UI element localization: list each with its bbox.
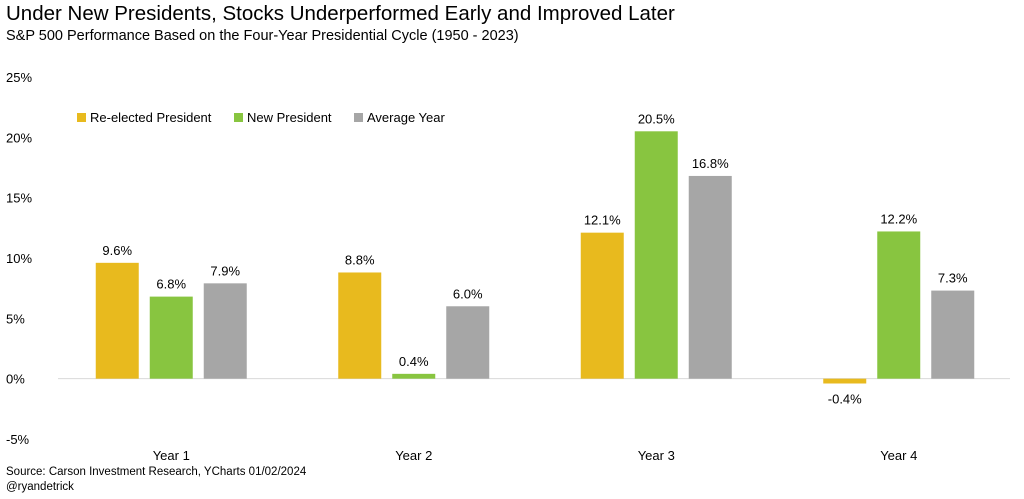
legend-label: Re-elected President [90,110,212,125]
x-tick-label: Year 1 [153,448,190,463]
bar-average-year [688,175,732,379]
y-tick-label: -5% [6,432,30,447]
data-label: 16.8% [692,156,729,171]
y-tick-label: 5% [6,311,25,326]
bar-new-president [634,131,678,379]
chart-title: Under New Presidents, Stocks Underperfor… [6,2,675,25]
legend-swatch [354,113,363,122]
legend-swatch [77,113,86,122]
legend-swatch [234,113,243,122]
data-label: 6.0% [453,286,483,301]
y-tick-label: 10% [6,251,32,266]
data-label: 12.2% [880,211,917,226]
author-handle: @ryandetrick [6,481,74,493]
data-label: 6.8% [156,277,186,292]
bar-average-year [931,290,975,379]
chart-subtitle: S&P 500 Performance Based on the Four-Ye… [6,28,519,44]
data-label: 8.8% [345,252,375,267]
y-tick-label: 15% [6,191,32,206]
x-tick-label: Year 2 [395,448,432,463]
x-tick-label: Year 4 [880,448,917,463]
data-label: 0.4% [399,354,429,369]
data-label: 12.1% [584,213,621,228]
data-label: 7.3% [938,271,968,286]
y-tick-label: 0% [6,372,25,387]
y-tick-label: 25% [6,70,32,85]
x-tick-label: Year 3 [638,448,675,463]
bar-average-year [446,306,490,379]
data-label: 7.9% [210,263,240,278]
bar-new-president [149,296,193,379]
data-label: 20.5% [638,111,675,126]
bar-average-year [203,283,247,379]
bar-re-elected-president [580,232,624,379]
bar-re-elected-president [823,378,867,384]
source-note: Source: Carson Investment Research, YCha… [6,466,307,478]
y-tick-label: 20% [6,130,32,145]
bar-re-elected-president [95,262,139,379]
legend-label: Average Year [367,110,445,125]
bar-re-elected-president [338,272,382,379]
data-label: -0.4% [828,391,862,406]
data-label: 9.6% [102,243,132,258]
legend-label: New President [247,110,332,125]
bar-new-president [877,231,921,379]
bar-new-president [392,373,436,379]
